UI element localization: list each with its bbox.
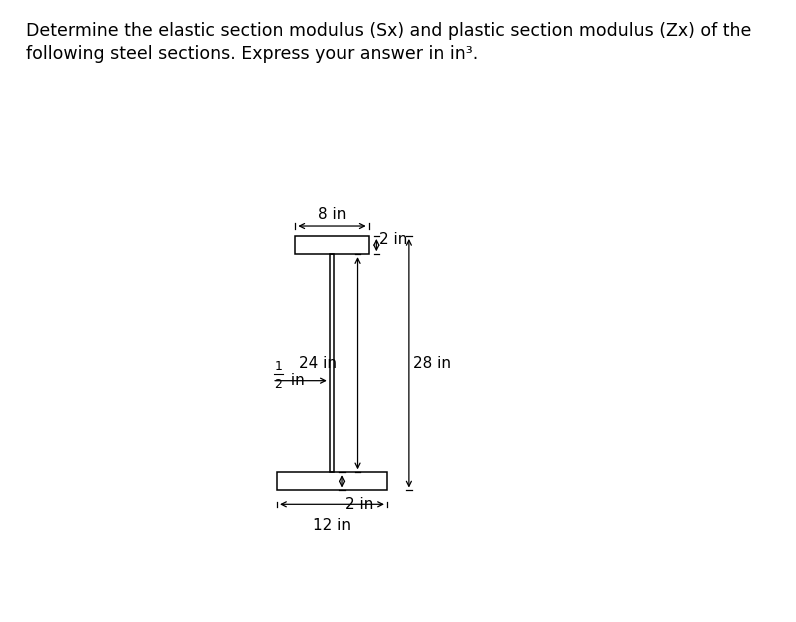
Bar: [295, 236, 369, 254]
Text: 2 in: 2 in: [380, 232, 408, 247]
Bar: [330, 254, 334, 472]
Text: 2 in: 2 in: [345, 498, 373, 513]
Text: following steel sections. Express your answer in in³.: following steel sections. Express your a…: [26, 45, 478, 63]
Bar: [277, 472, 387, 490]
Text: 8 in: 8 in: [318, 207, 346, 222]
Text: 24 in: 24 in: [298, 356, 337, 371]
Text: 2: 2: [275, 378, 283, 391]
Text: 12 in: 12 in: [313, 518, 351, 533]
Text: in: in: [286, 373, 305, 388]
Text: 1: 1: [275, 360, 283, 373]
Text: Determine the elastic section modulus (Sx) and plastic section modulus (Zx) of t: Determine the elastic section modulus (S…: [26, 22, 751, 40]
Text: 28 in: 28 in: [413, 356, 451, 371]
